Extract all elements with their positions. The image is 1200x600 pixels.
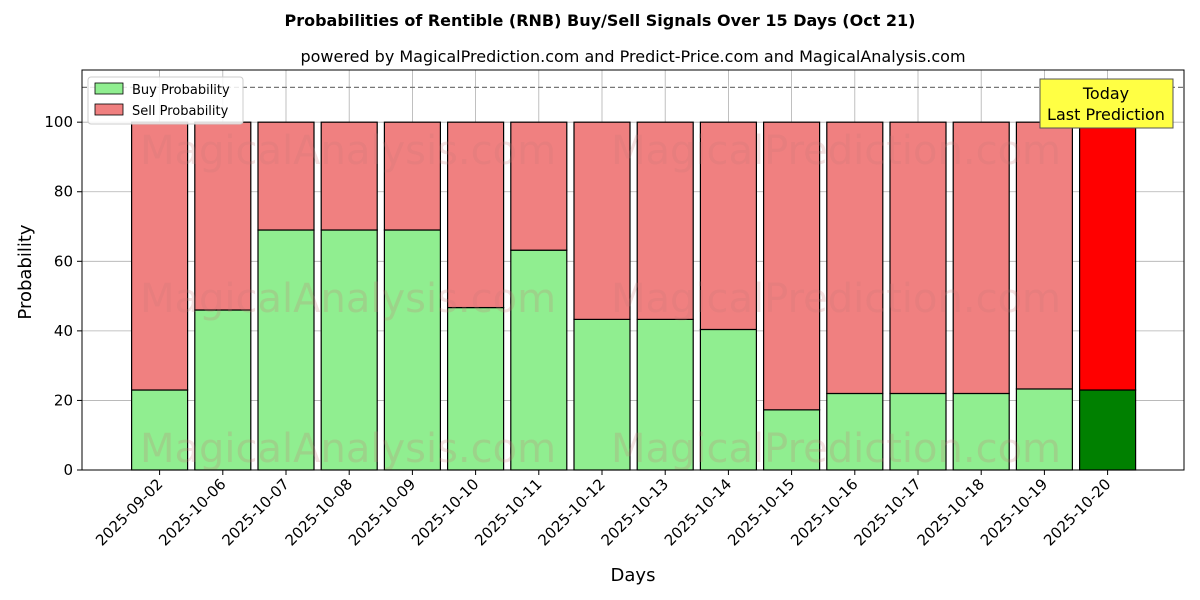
sell-bar — [194, 121, 252, 311]
watermark-text: MagicalAnalysis.com — [140, 426, 556, 472]
today-annotation-line1: Today — [1082, 84, 1129, 103]
sell-bar — [510, 121, 568, 251]
y-tick-label: 20 — [54, 391, 73, 409]
watermark-text: MagicalPrediction.com — [611, 426, 1061, 472]
y-tick-label: 100 — [44, 113, 73, 131]
chart-subtitle: powered by MagicalPrediction.com and Pre… — [300, 47, 965, 66]
sell-bar — [320, 121, 378, 231]
buy-bar — [573, 318, 631, 471]
plot-frame — [81, 69, 1185, 471]
buy-bar — [383, 229, 441, 471]
y-tick-label: 60 — [54, 252, 73, 270]
legend-label-buy: Buy Probability — [132, 83, 230, 98]
x-axis-label: Days — [611, 565, 656, 586]
sell-bar — [826, 121, 884, 395]
today-annotation-box — [1039, 78, 1174, 129]
y-tick-label: 80 — [54, 183, 73, 201]
today-annotation: Today Last Prediction — [1039, 78, 1174, 129]
watermark-text: MagicalAnalysis.com — [140, 128, 556, 174]
sell-bar — [257, 121, 315, 231]
watermarks: MagicalAnalysis.com MagicalPrediction.com… — [140, 128, 1061, 472]
buy-bar — [1015, 388, 1074, 471]
sell-bar — [636, 121, 694, 320]
legend: Buy Probability Sell Probability — [87, 76, 244, 125]
buy-bar — [257, 229, 315, 471]
sell-bar — [1078, 121, 1137, 391]
buy-bar — [636, 318, 694, 471]
buy-bar — [699, 328, 758, 471]
buy-bar — [762, 409, 821, 471]
buy-bar — [889, 392, 947, 471]
y-tick-label: 40 — [54, 322, 73, 340]
watermark-text: MagicalPrediction.com — [611, 128, 1061, 174]
sell-bar — [762, 121, 821, 411]
y-axis-label: Probability — [15, 224, 36, 319]
buy-bar — [1078, 389, 1137, 471]
sell-bar — [383, 121, 441, 231]
legend-frame — [87, 76, 244, 125]
sell-bar — [699, 121, 758, 331]
sell-bar — [952, 121, 1010, 395]
buy-bar — [826, 392, 884, 471]
buy-bar — [320, 229, 378, 471]
sell-bar — [573, 121, 631, 320]
sell-bar — [131, 121, 189, 391]
sell-bar — [1015, 121, 1074, 390]
legend-swatch-sell — [94, 103, 124, 116]
legend-swatch-buy — [94, 82, 124, 95]
sell-bar — [447, 121, 505, 309]
legend-label-sell: Sell Probability — [132, 104, 229, 119]
bars — [82, 86, 1184, 471]
buy-bar — [510, 249, 568, 471]
y-tick-label: 0 — [63, 461, 73, 479]
today-annotation-line2: Last Prediction — [1047, 105, 1165, 124]
chart-title: Probabilities of Rentible (RNB) Buy/Sell… — [284, 11, 915, 30]
watermark-text: MagicalAnalysis.com — [140, 276, 556, 322]
sell-bar — [889, 121, 947, 395]
watermark-text: MagicalPrediction.com — [611, 276, 1061, 322]
